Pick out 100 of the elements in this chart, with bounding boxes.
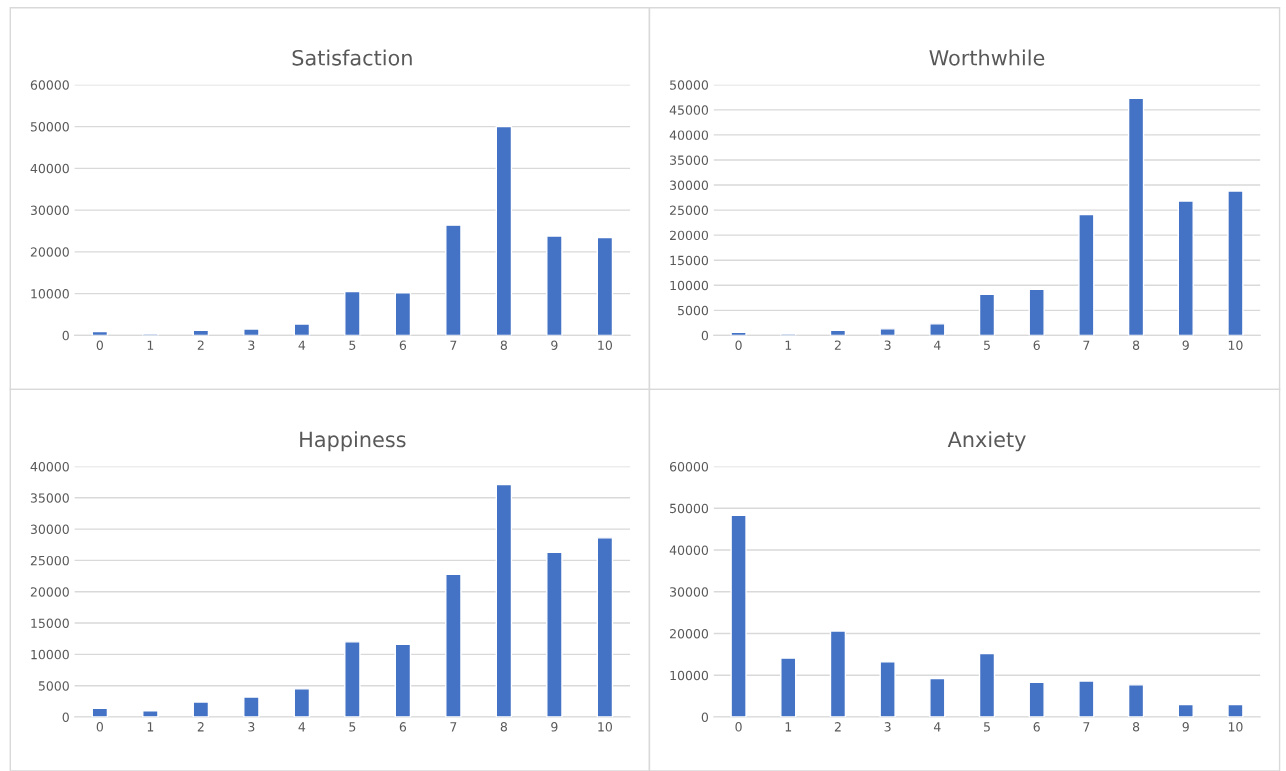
x-tick-label: 9 xyxy=(551,722,558,732)
bar xyxy=(1227,703,1244,718)
x-tick-label: 8 xyxy=(500,340,507,350)
bar xyxy=(1177,200,1194,336)
bar xyxy=(495,483,513,718)
x-tick-label: 4 xyxy=(298,340,306,350)
x-tick-label: 5 xyxy=(983,722,990,732)
y-tick-label: 45000 xyxy=(669,105,709,115)
chart-title: Anxiety xyxy=(947,431,1026,452)
y-tick-label: 5000 xyxy=(38,681,69,691)
y-tick-label: 30000 xyxy=(30,524,69,535)
bar xyxy=(91,707,109,718)
y-tick-label: 10000 xyxy=(31,289,69,299)
y-tick-label: 0 xyxy=(62,330,69,341)
y-tick-label: 30000 xyxy=(670,180,709,190)
bar xyxy=(1028,681,1045,718)
y-tick-label: 20000 xyxy=(30,587,69,597)
x-tick-label: 0 xyxy=(96,340,103,350)
bar xyxy=(394,292,412,336)
x-tick-label: 0 xyxy=(735,722,742,732)
bar xyxy=(929,677,946,718)
x-tick-label: 2 xyxy=(834,722,841,732)
y-tick-label: 30000 xyxy=(30,205,69,216)
bar xyxy=(1078,213,1095,336)
y-tick-label: 10000 xyxy=(670,670,709,681)
y-tick-label: 10000 xyxy=(670,280,709,291)
y-tick-label: 20000 xyxy=(30,247,69,257)
bar xyxy=(1127,97,1145,336)
x-tick-label: 6 xyxy=(399,722,407,732)
x-tick-label: 9 xyxy=(1182,722,1189,732)
x-tick-label: 4 xyxy=(933,340,941,350)
x-tick-label: 7 xyxy=(1083,722,1090,732)
bar xyxy=(879,328,896,336)
bar xyxy=(596,537,614,718)
bar xyxy=(394,643,412,718)
y-tick-label: 40000 xyxy=(30,461,69,472)
bar xyxy=(546,551,563,718)
bar xyxy=(344,290,361,336)
y-tick-label: 15000 xyxy=(31,618,69,628)
y-tick-label: 50000 xyxy=(30,122,69,132)
y-tick-label: 50000 xyxy=(670,80,709,90)
bar xyxy=(596,236,614,336)
y-tick-label: 60000 xyxy=(669,461,709,472)
x-tick-label: 1 xyxy=(147,722,154,732)
x-tick-label: 9 xyxy=(1182,340,1189,350)
y-tick-label: 25000 xyxy=(670,205,709,216)
bar xyxy=(445,573,462,718)
chart-title: Happiness xyxy=(300,431,406,452)
chart-title: Worthwhile xyxy=(929,49,1045,66)
x-tick-label: 8 xyxy=(1132,722,1140,732)
y-tick-label: 30000 xyxy=(670,587,709,597)
bar xyxy=(192,701,210,718)
x-tick-label: 10 xyxy=(598,340,613,350)
bar xyxy=(243,328,260,336)
x-tick-label: 8 xyxy=(1132,340,1140,350)
x-tick-label: 2 xyxy=(834,340,841,350)
x-tick-label: 10 xyxy=(598,722,613,732)
bar xyxy=(929,323,946,336)
x-tick-label: 10 xyxy=(1228,722,1243,732)
x-tick-label: 5 xyxy=(349,340,356,350)
x-tick-label: 7 xyxy=(450,340,457,350)
x-tick-label: 10 xyxy=(1228,340,1243,350)
bar xyxy=(293,688,311,718)
x-tick-label: 2 xyxy=(197,722,204,732)
bar xyxy=(1177,703,1194,718)
x-tick-label: 2 xyxy=(197,340,204,350)
x-tick-label: 3 xyxy=(884,340,891,350)
y-tick-label: 0 xyxy=(701,712,709,722)
x-tick-label: 4 xyxy=(298,722,306,732)
y-tick-label: 40000 xyxy=(669,130,709,140)
y-tick-label: 35000 xyxy=(30,493,69,503)
y-tick-label: 25000 xyxy=(30,555,69,566)
bar xyxy=(293,323,311,336)
x-tick-label: 5 xyxy=(349,722,356,732)
y-tick-label: 20000 xyxy=(670,628,709,639)
x-tick-label: 4 xyxy=(933,722,941,732)
bar xyxy=(1028,288,1045,336)
y-tick-label: 35000 xyxy=(670,155,709,165)
y-tick-label: 40000 xyxy=(669,545,709,555)
x-tick-label: 3 xyxy=(248,722,255,732)
y-tick-label: 15000 xyxy=(670,255,709,266)
y-tick-label: 0 xyxy=(701,330,709,341)
x-tick-label: 1 xyxy=(785,722,792,732)
bar xyxy=(780,657,797,718)
bar xyxy=(1078,680,1095,718)
x-tick-label: 6 xyxy=(399,340,407,350)
y-tick-label: 20000 xyxy=(670,230,709,241)
bar xyxy=(445,224,462,336)
x-tick-label: 7 xyxy=(1083,340,1090,350)
bar xyxy=(1227,190,1244,336)
x-tick-label: 7 xyxy=(450,722,457,732)
x-tick-label: 9 xyxy=(551,340,558,350)
x-tick-label: 8 xyxy=(500,722,507,732)
bar xyxy=(978,652,996,718)
chart-title: Satisfaction xyxy=(292,49,412,66)
x-tick-label: 6 xyxy=(1033,340,1040,350)
bar xyxy=(344,641,361,718)
y-tick-label: 50000 xyxy=(670,503,709,514)
x-tick-label: 0 xyxy=(96,722,103,732)
y-tick-label: 40000 xyxy=(30,163,69,174)
